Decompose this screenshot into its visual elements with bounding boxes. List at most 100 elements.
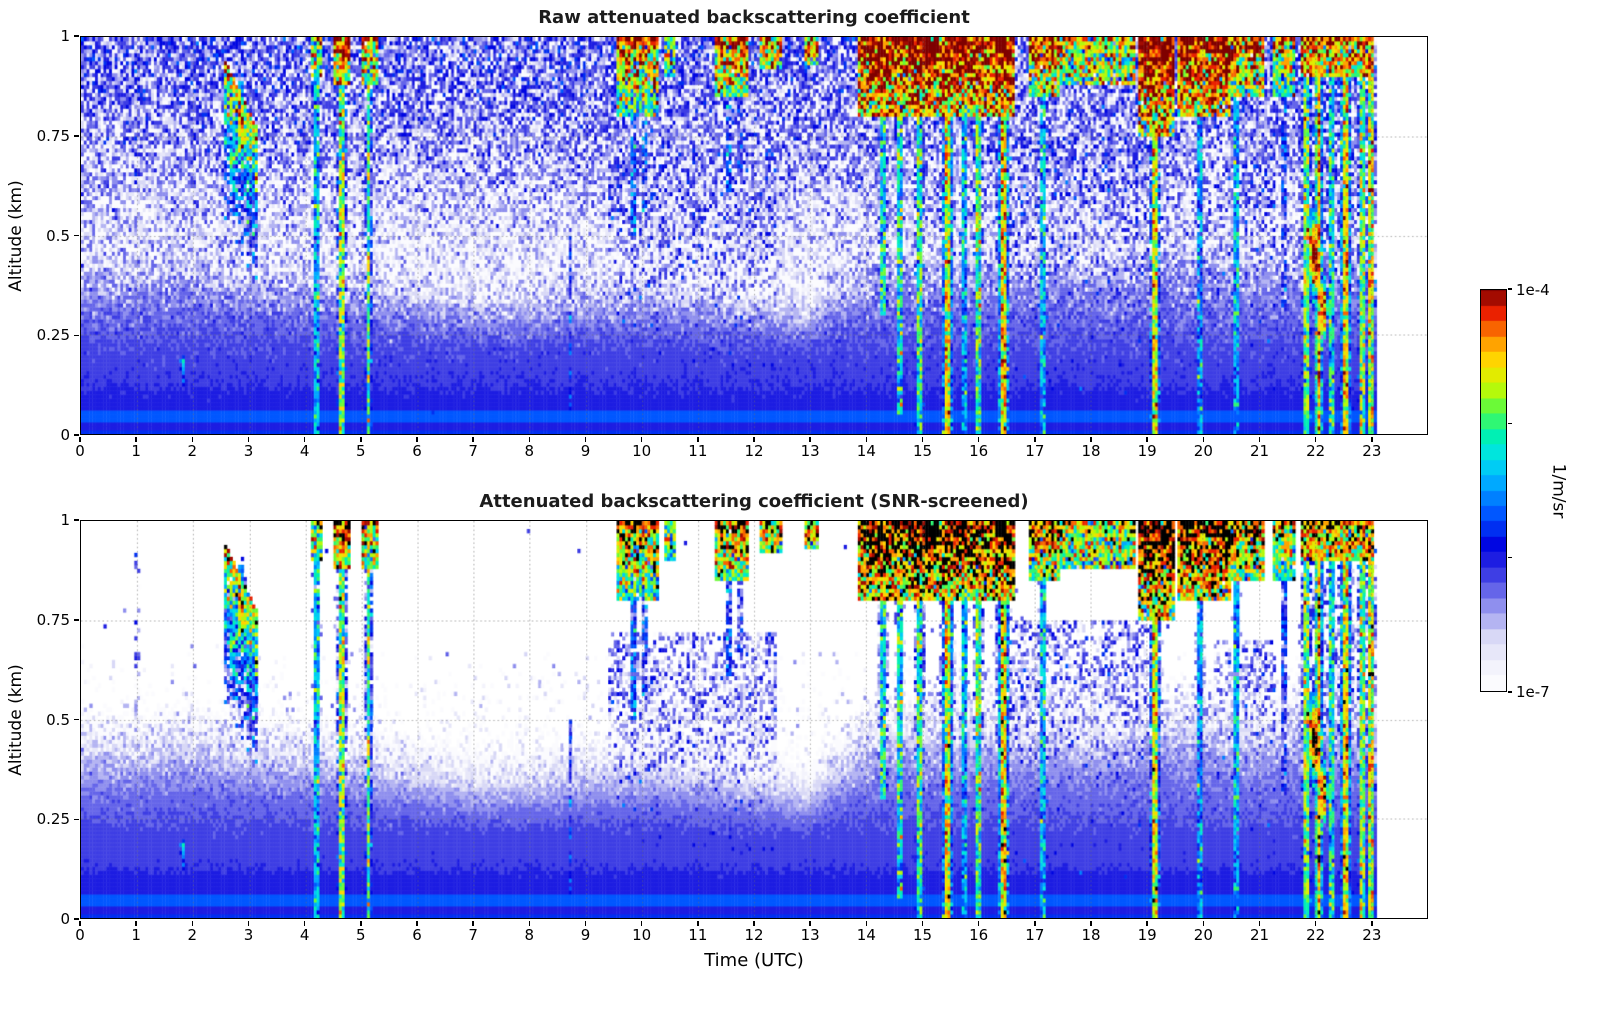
x-tick-mark (640, 436, 643, 442)
x-tick-mark (135, 436, 137, 442)
x-tick-label: 6 (412, 442, 422, 460)
x-tick-label: 5 (356, 442, 366, 460)
x-tick-mark (1202, 436, 1205, 442)
x-tick-mark (191, 920, 194, 926)
x-tick-label: 2 (187, 442, 198, 460)
x-tick-mark (79, 920, 81, 926)
x-tick-mark (472, 436, 474, 442)
x-tick-label: 13 (800, 926, 820, 944)
heatmap-canvas-screened (81, 521, 1427, 918)
y-tick-mark (74, 519, 79, 521)
x-tick-mark (809, 436, 811, 442)
x-tick-label: 15 (912, 926, 933, 944)
x-tick-label: 18 (1081, 926, 1101, 944)
x-tick-label: 23 (1362, 926, 1382, 944)
x-tick-mark (584, 920, 587, 926)
colorbar-unit-wrap: 1/m/sr (1540, 289, 1576, 692)
y-tick-label: 0.5 (46, 226, 70, 245)
x-tick-label: 1 (131, 926, 141, 944)
x-tick-mark (977, 436, 980, 442)
heatmap-panel-raw (80, 36, 1428, 435)
x-tick-mark (247, 920, 250, 926)
x-tick-label: 0 (75, 926, 85, 944)
x-tick-label: 6 (412, 926, 422, 944)
x-tick-label: 12 (744, 442, 764, 460)
heatmap-panel-screened (80, 520, 1428, 919)
x-tick-mark (360, 436, 362, 442)
y-tick-mark (74, 434, 79, 436)
x-tick-label: 12 (744, 926, 764, 944)
x-tick-label: 7 (468, 442, 478, 460)
x-tick-label: 21 (1249, 442, 1270, 460)
x-tick-label: 4 (299, 442, 310, 460)
x-tick-mark (1090, 436, 1092, 442)
x-tick-label: 11 (688, 442, 708, 460)
x-tick-mark (1371, 436, 1373, 442)
x-tick-label: 9 (580, 442, 591, 460)
y-tick-mark (74, 234, 79, 237)
x-tick-mark (1371, 920, 1373, 926)
x-tick-label: 22 (1306, 926, 1326, 944)
y-tick-label: 0.5 (46, 710, 70, 729)
colorbar-max-label: 1e-4 (1516, 281, 1550, 299)
x-tick-label: 9 (580, 926, 591, 944)
y-tick-label: 0 (60, 426, 70, 444)
x-tick-label: 7 (468, 926, 478, 944)
x-tick-mark (809, 920, 811, 926)
x-tick-label: 3 (243, 442, 254, 460)
x-tick-mark (640, 920, 643, 926)
colorbar-tick-mark (1508, 288, 1512, 290)
heatmap-canvas-raw (81, 37, 1427, 434)
colorbar-min-label: 1e-7 (1516, 683, 1550, 701)
x-axis-label: Time (UTC) (704, 950, 804, 971)
x-tick-mark (584, 436, 587, 442)
x-tick-mark (753, 920, 755, 926)
x-tick-label: 20 (1193, 926, 1213, 944)
x-tick-label: 8 (524, 926, 535, 944)
x-tick-mark (1314, 920, 1317, 926)
x-tick-mark (416, 436, 418, 442)
y-tick-label: 0.25 (36, 810, 70, 829)
x-tick-label: 8 (524, 442, 535, 460)
x-tick-mark (416, 920, 418, 926)
x-tick-label: 23 (1362, 442, 1382, 460)
x-tick-mark (135, 920, 137, 926)
x-tick-mark (865, 436, 868, 442)
x-tick-mark (753, 436, 755, 442)
y-tick-mark (74, 918, 79, 920)
x-tick-label: 11 (688, 926, 708, 944)
x-tick-label: 22 (1306, 442, 1326, 460)
x-tick-label: 10 (632, 926, 652, 944)
x-tick-mark (528, 920, 531, 926)
x-tick-mark (1090, 920, 1092, 926)
colorbar-gradient (1481, 290, 1506, 691)
x-tick-label: 10 (632, 442, 652, 460)
x-tick-label: 21 (1249, 926, 1270, 944)
x-tick-label: 4 (299, 926, 310, 944)
y-tick-mark (74, 718, 79, 721)
x-tick-mark (472, 920, 474, 926)
x-tick-label: 20 (1193, 442, 1213, 460)
x-tick-mark (191, 436, 194, 442)
panel-title-screened: Attenuated backscattering coefficient (S… (479, 491, 1029, 512)
x-tick-label: 17 (1025, 926, 1045, 944)
x-tick-mark (1314, 436, 1317, 442)
x-tick-label: 18 (1081, 442, 1101, 460)
y-tick-label: 0.75 (36, 126, 70, 145)
y-tick-mark (74, 135, 79, 137)
y-tick-mark (74, 334, 79, 336)
x-tick-mark (1146, 436, 1148, 442)
x-tick-label: 2 (187, 926, 198, 944)
x-tick-mark (303, 436, 306, 442)
x-tick-mark (1202, 920, 1205, 926)
colorbar (1480, 289, 1507, 692)
x-tick-mark (1146, 920, 1148, 926)
colorbar-tick-mark (1508, 556, 1512, 559)
x-tick-label: 15 (912, 442, 933, 460)
x-tick-label: 19 (1137, 442, 1157, 460)
y-tick-label: 1 (60, 511, 70, 529)
x-tick-mark (528, 436, 531, 442)
x-tick-mark (977, 920, 980, 926)
x-tick-mark (1258, 436, 1261, 442)
x-tick-label: 0 (75, 442, 85, 460)
